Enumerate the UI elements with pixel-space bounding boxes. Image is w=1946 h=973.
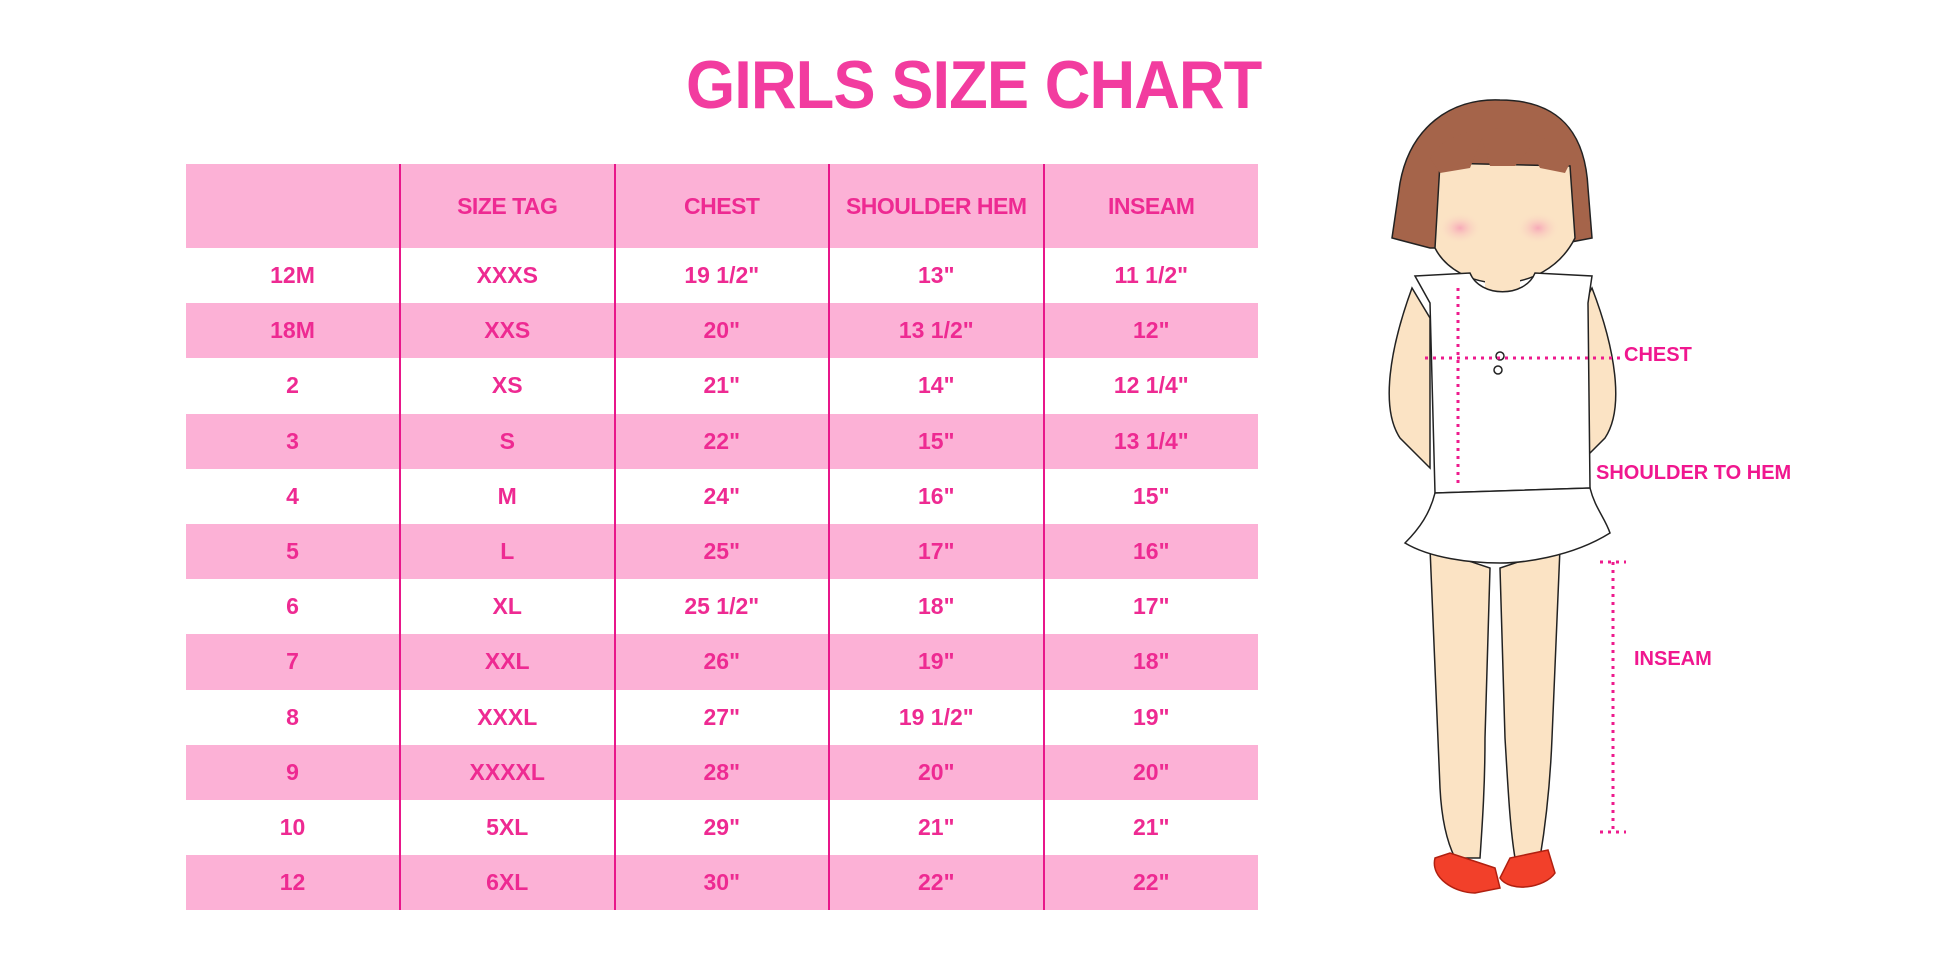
table-cell: 12" (1042, 303, 1258, 359)
table-cell: 13 1/2" (828, 303, 1044, 359)
table-cell: 24" (613, 468, 829, 524)
table-row: 7 XXL 26" 19" 18" (186, 634, 1258, 690)
table-cell: 4 (286, 482, 299, 509)
table-cell: 29" (613, 799, 829, 856)
table-cell: 18M (186, 303, 400, 359)
table-cell: XL (399, 579, 615, 635)
table-row: 5 L 25" 17" 16" (186, 523, 1258, 580)
table-cell: 8 (286, 703, 299, 730)
table-cell: 19 1/2" (828, 689, 1044, 745)
table-cell: 5 (186, 523, 400, 580)
table-row: 3 S 22" 15" 13 1/4" (186, 413, 1258, 469)
table-cell: L (399, 523, 615, 580)
column-header: INSEAM (1042, 164, 1258, 248)
table-cell: 21" (1042, 799, 1258, 856)
table-row: 9 XXXXL 28" 20" 20" (186, 744, 1258, 800)
table-row: 12M XXXS 19 1/2" 13" 11 1/2" (186, 248, 1258, 304)
table-cell: 19" (828, 634, 1044, 690)
table-cell: 16" (828, 468, 1044, 524)
table-cell: 13 1/4" (1042, 413, 1258, 469)
table-cell: XXS (399, 303, 615, 359)
table-row: 10 5XL 29" 21" 21" (186, 799, 1258, 856)
table-cell: M (399, 468, 615, 524)
table-cell: XXXL (399, 689, 615, 745)
table-cell: 27" (613, 689, 829, 745)
table-cell: 28" (613, 744, 829, 800)
table-cell: 9 (186, 744, 400, 800)
table-cell: 6 (286, 593, 299, 620)
table-cell: 18" (828, 579, 1044, 635)
table-cell: 20" (1042, 744, 1258, 800)
table-cell: 19" (1042, 689, 1258, 745)
size-table: SIZE TAG CHEST SHOULDER HEM INSEAM 12M XXXS 1… (186, 164, 1258, 911)
column-header (186, 164, 400, 248)
table-cell: 26" (613, 634, 829, 690)
table-cell: 7 (186, 634, 400, 690)
table-cell: S (399, 413, 615, 469)
chest-label: CHEST (1624, 344, 1692, 366)
table-cell: 20" (613, 303, 829, 359)
table-row: 6 XL 25 1/2" 18" 17" (186, 579, 1258, 635)
inseam-label: INSEAM (1634, 648, 1712, 670)
table-cell: 5XL (399, 799, 615, 856)
table-cell: XXL (399, 634, 615, 690)
table-cell: 17" (1042, 579, 1258, 635)
table-cell: XS (399, 358, 615, 414)
table-row: 4 M 24" 16" 15" (186, 468, 1258, 524)
table-cell: 22" (613, 413, 829, 469)
table-cell: 21" (613, 358, 829, 414)
table-cell: 12 1/4" (1042, 358, 1258, 414)
table-cell: 2 (286, 372, 299, 399)
table-cell: 22" (1042, 855, 1258, 911)
table-cell: XXXS (399, 248, 615, 304)
table-row: 12 6XL 30" 22" 22" (186, 855, 1258, 911)
table-cell: 15" (1042, 468, 1258, 524)
table-cell: 21" (828, 799, 1044, 856)
table-header-row: SIZE TAG CHEST SHOULDER HEM INSEAM (186, 164, 1258, 248)
table-cell: 30" (613, 855, 829, 911)
table-cell: 15" (828, 413, 1044, 469)
table-cell: 3 (186, 413, 400, 469)
table-cell: 6XL (399, 855, 615, 911)
table-cell: 25 1/2" (613, 579, 829, 635)
table-cell: 20" (828, 744, 1044, 800)
table-cell: 17" (828, 523, 1044, 580)
column-header: SIZE TAG (399, 164, 615, 248)
table-cell: XXXXL (399, 744, 615, 800)
table-cell: 22" (828, 855, 1044, 911)
table-cell: 11 1/2" (1042, 248, 1258, 304)
table-cell: 13" (828, 248, 1044, 304)
table-cell: 19 1/2" (613, 248, 829, 304)
column-header: SHOULDER HEM (828, 164, 1044, 248)
shoulder-to-hem-label: SHOULDER TO HEM (1596, 462, 1792, 484)
table-cell: 12M (270, 262, 315, 289)
page-title: GIRLS SIZE CHART (686, 47, 1262, 123)
table-row: 8 XXXL 27" 19 1/2" 19" (186, 689, 1258, 745)
column-header: CHEST (613, 164, 829, 248)
table-row: 2 XS 21" 14" 12 1/4" (186, 358, 1258, 414)
table-cell: 18" (1042, 634, 1258, 690)
table-cell: 25" (613, 523, 829, 580)
table-row: 18M XXS 20" 13 1/2" 12" (186, 303, 1258, 359)
girl-measurement-illustration (1388, 99, 1626, 894)
table-cell: 16" (1042, 523, 1258, 580)
table-cell: 12 (186, 855, 400, 911)
table-cell: 10 (279, 813, 306, 840)
table-cell: 14" (828, 358, 1044, 414)
